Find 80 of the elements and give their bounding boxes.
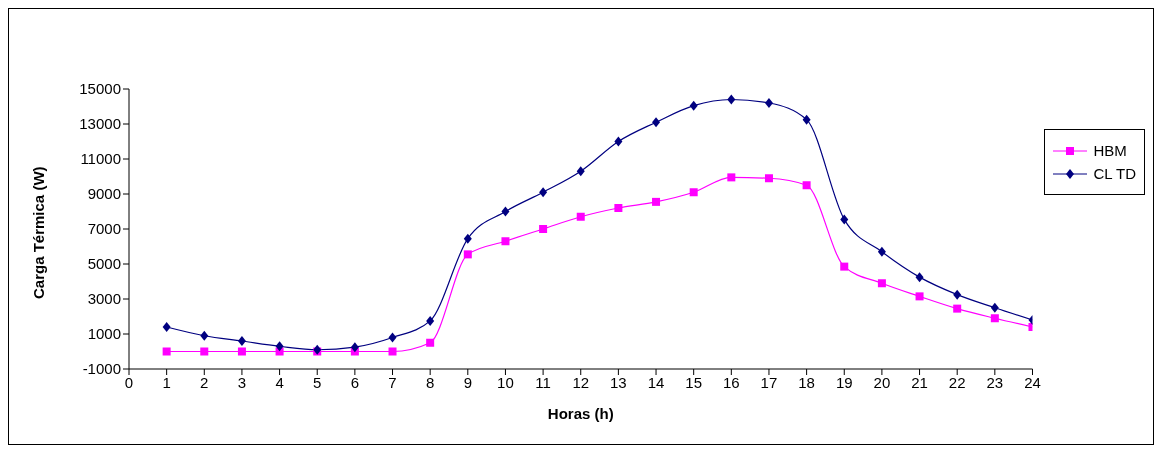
x-tick-label: 17 [760, 373, 778, 391]
y-tick-label: 1000 [87, 325, 121, 343]
x-tick-label: 11 [535, 373, 551, 391]
point [652, 197, 661, 206]
y-tick-label: 11000 [80, 150, 121, 168]
point [275, 341, 284, 352]
point [614, 136, 623, 147]
point [802, 114, 811, 125]
point [877, 279, 886, 288]
point [237, 336, 246, 346]
point [764, 98, 773, 108]
point [689, 100, 698, 111]
point [727, 173, 736, 182]
x-tick-label: 19 [835, 373, 853, 391]
legend-label: CL TD [1093, 165, 1136, 182]
x-tick-label: 7 [388, 373, 397, 391]
point [200, 330, 209, 341]
point [388, 347, 397, 356]
point [840, 262, 849, 271]
x-tick-label: 13 [610, 373, 627, 391]
point [915, 272, 924, 283]
point [764, 174, 773, 183]
x-tick-label: 20 [873, 373, 891, 391]
point [162, 347, 171, 356]
legend-label: HBM [1093, 142, 1127, 159]
point [388, 332, 397, 343]
point [539, 187, 548, 198]
point [953, 289, 962, 300]
x-tick-label: 3 [237, 373, 247, 391]
point [162, 322, 171, 332]
point [840, 214, 849, 225]
x-tick-label: 21 [911, 373, 928, 391]
point [877, 246, 886, 257]
x-tick-label: 22 [948, 373, 966, 391]
point [953, 304, 962, 313]
point [200, 347, 209, 356]
point [501, 206, 510, 217]
x-tick-label: 0 [124, 373, 134, 391]
y-tick-label: -1000 [82, 360, 121, 378]
x-tick-label: 6 [350, 373, 360, 391]
x-tick-label: 18 [798, 373, 815, 391]
x-tick-label: 15 [685, 373, 703, 391]
point [501, 237, 510, 246]
x-tick-label: 4 [275, 373, 284, 391]
x-tick-label: 23 [986, 373, 1004, 391]
point [576, 166, 585, 177]
y-tick-label: 15000 [79, 80, 121, 98]
point [652, 117, 661, 128]
x-tick-label: 24 [1024, 373, 1041, 391]
point [463, 233, 472, 244]
x-tick-label: 9 [463, 373, 472, 391]
y-axis-title: Carga Térmica (W) [30, 166, 48, 299]
point [237, 347, 246, 356]
point [463, 250, 472, 259]
x-tick-label: 16 [722, 373, 740, 391]
point [915, 292, 924, 301]
point [539, 225, 548, 233]
x-axis-title: Horas (h) [547, 405, 614, 422]
x-tick-label: 12 [572, 373, 590, 391]
y-tick-label: 9000 [87, 185, 121, 203]
y-tick-label: 13000 [79, 115, 121, 133]
point [426, 315, 435, 326]
x-tick-label: 2 [200, 373, 209, 391]
point [689, 188, 698, 197]
x-tick-label: 10 [497, 373, 514, 391]
point [614, 204, 623, 212]
point [576, 212, 585, 221]
point [727, 94, 736, 105]
point [350, 342, 359, 353]
x-tick-label: 5 [313, 373, 322, 391]
point [426, 338, 435, 347]
point [990, 314, 999, 323]
y-tick-label: 3000 [87, 290, 121, 308]
x-tick-label: 1 [162, 373, 171, 391]
y-tick-label: 7000 [87, 220, 121, 238]
point [990, 302, 999, 313]
x-tick-label: 14 [647, 373, 665, 391]
x-tick-label: 8 [425, 373, 435, 391]
point [802, 181, 811, 190]
y-tick-label: 5000 [87, 255, 121, 273]
